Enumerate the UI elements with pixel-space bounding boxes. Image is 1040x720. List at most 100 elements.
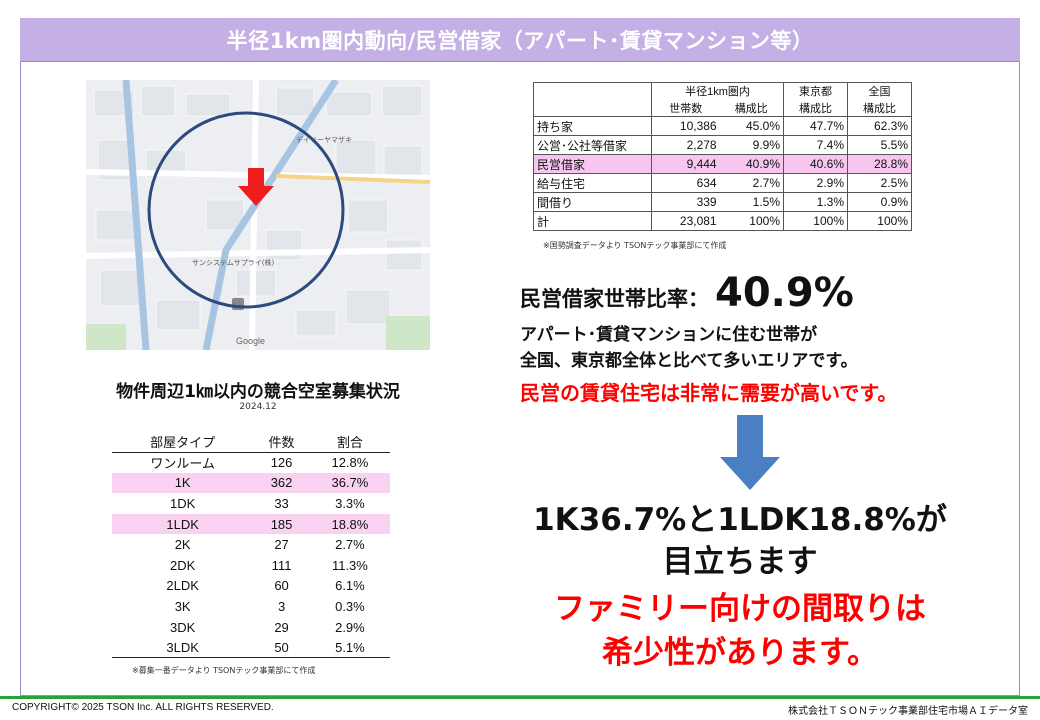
household-row-count: 10,386 <box>650 116 720 136</box>
competition-row-count: 3 <box>277 598 286 614</box>
household-row-share: 9.9% <box>719 135 784 155</box>
competition-row-type: 1LDK <box>112 513 254 535</box>
household-row-count: 9,444 <box>650 154 720 174</box>
map-graphic: サンシステムサプライ(株) デイリーヤマザキ Google <box>86 80 430 350</box>
conclusion-line-4: 希少性があります。 <box>602 635 878 671</box>
household-source-note: ※国勢調査データより TSONテック事業部にて作成 <box>543 241 727 250</box>
competition-row-count: 362 <box>253 472 310 494</box>
competition-row-count: 33 <box>274 495 289 511</box>
household-row-count: 23,081 <box>650 211 720 231</box>
competition-row: 2LDK 60 6.1% <box>112 576 390 597</box>
header-empty <box>533 82 652 100</box>
conclusion-line-2: 目立ちます <box>662 544 818 580</box>
competition-row-ratio: 6.1% <box>335 578 365 594</box>
household-row-tokyo: 100% <box>783 211 848 231</box>
competition-row-count: 126 <box>270 455 293 471</box>
competition-table: 部屋タイプ 件数 割合 ワンルーム 126 12.8% 1K 362 36.7% 1DK 33… <box>112 431 390 659</box>
household-row: 間借り 339 1.5% 1.3% 0.9% <box>533 192 912 212</box>
conclusion-line-1: 1K36.7%と1LDK18.8%が <box>533 502 947 538</box>
household-table: 半径1km圏内 東京都 全国 世帯数 構成比 構成比 構成比 持ち家 10,386… <box>533 82 912 231</box>
household-row-tokyo: 2.9% <box>783 173 848 193</box>
household-row-national: 2.5% <box>847 173 912 193</box>
competition-row: ワンルーム 126 12.8% <box>112 452 390 473</box>
summary-line-1: アパート･賃貸マンションに住む世帯が <box>520 325 818 345</box>
competition-row: 1K 362 36.7% <box>112 472 390 494</box>
header-tokyo: 東京都 <box>783 82 848 100</box>
competition-row-count: 29 <box>274 619 289 635</box>
slide-title: 半径1km圏内動向/民営借家（アパート･賃貸マンション等） <box>226 28 814 53</box>
household-row-tokyo: 1.3% <box>783 192 848 212</box>
competition-row-type: 2K <box>174 537 191 553</box>
competition-title: 物件周辺1㎞以内の競合空室募集状況 <box>116 382 400 402</box>
household-row-national: 28.8% <box>847 154 912 174</box>
household-row-share: 1.5% <box>719 192 784 212</box>
household-row: 民営借家 9,444 40.9% 40.6% 28.8% <box>533 154 912 174</box>
competition-row: 3K 3 0.3% <box>112 596 390 617</box>
competition-row-count: 185 <box>253 513 310 535</box>
subheader-share: 構成比 <box>719 99 784 117</box>
map-google-logo: Google <box>236 336 265 346</box>
ratio-value: 40.9% <box>715 270 854 316</box>
footer-divider <box>0 696 1040 699</box>
household-row-national: 5.5% <box>847 135 912 155</box>
map-label-company: サンシステムサプライ(株) <box>192 258 275 267</box>
ratio-label: 民営借家世帯比率： <box>520 287 709 311</box>
header-national: 全国 <box>847 82 912 100</box>
title-bar: 半径1km圏内動向/民営借家（アパート･賃貸マンション等） <box>20 18 1020 62</box>
competition-row-type: 3DK <box>170 619 196 635</box>
competition-row: 3DK 29 2.9% <box>112 617 390 638</box>
household-row-tokyo: 47.7% <box>783 116 848 136</box>
competition-row-ratio: 3.3% <box>335 495 365 511</box>
competition-row-count: 50 <box>253 637 310 659</box>
area-map: サンシステムサプライ(株) デイリーヤマザキ Google <box>86 80 430 350</box>
competition-row-count: 111 <box>271 557 292 573</box>
competition-row-ratio: 0.3% <box>335 598 365 614</box>
down-arrow-icon <box>720 415 780 490</box>
map-label-store: デイリーヤマザキ <box>296 135 352 144</box>
competition-row-count: 60 <box>274 578 289 594</box>
household-row-label: 間借り <box>533 192 652 212</box>
household-row-tokyo: 40.6% <box>783 154 848 174</box>
competition-row-ratio: 18.8% <box>309 513 390 535</box>
household-row-label: 持ち家 <box>533 116 652 136</box>
competition-row-ratio: 11.3% <box>331 557 368 573</box>
competition-row-type: 2LDK <box>166 578 199 594</box>
household-row: 給与住宅 634 2.7% 2.9% 2.5% <box>533 173 912 193</box>
household-row-share: 45.0% <box>719 116 784 136</box>
competition-row-ratio: 2.7% <box>335 537 365 553</box>
header-ratio: 割合 <box>309 431 390 453</box>
footer-copyright: COPYRIGHT© 2025 TSON Inc. ALL RIGHTS RES… <box>12 702 274 713</box>
summary-line-3: 民営の賃貸住宅は非常に需要が高いです。 <box>520 381 898 405</box>
household-row: 持ち家 10,386 45.0% 47.7% 62.3% <box>533 116 912 136</box>
competition-row: 2DK 111 11.3% <box>112 555 390 576</box>
competition-date: 2024.12 <box>239 402 277 412</box>
household-row-share: 2.7% <box>719 173 784 193</box>
competition-row-count: 27 <box>274 537 289 553</box>
household-row-national: 0.9% <box>847 192 912 212</box>
competition-row: 2K 27 2.7% <box>112 534 390 555</box>
competition-row: 1DK 33 3.3% <box>112 493 390 514</box>
household-row: 公営･公社等借家 2,278 9.9% 7.4% 5.5% <box>533 135 912 155</box>
household-subheader-row: 世帯数 構成比 構成比 構成比 <box>533 99 912 117</box>
summary-line-2: 全国、東京都全体と比べて多いエリアです。 <box>520 351 858 371</box>
ratio-line: 民営借家世帯比率： 40.9% <box>520 270 854 316</box>
header-room-type: 部屋タイプ <box>112 431 254 453</box>
household-row-tokyo: 7.4% <box>783 135 848 155</box>
household-row-count: 634 <box>650 173 720 193</box>
header-radius: 半径1km圏内 <box>651 82 784 100</box>
subheader-empty <box>533 99 652 117</box>
competition-row-type: 3K <box>174 598 191 614</box>
subheader-national-share: 構成比 <box>847 99 912 117</box>
subheader-tokyo-share: 構成比 <box>783 99 848 117</box>
competition-row-ratio: 2.9% <box>335 619 365 635</box>
competition-row-type: 1DK <box>170 495 196 511</box>
household-row-label: 公営･公社等借家 <box>533 135 652 155</box>
competition-row-type: 3LDK <box>112 637 254 659</box>
competition-source-note: ※募集一番データより TSONテック事業部にて作成 <box>132 666 316 675</box>
household-row-count: 2,278 <box>650 135 720 155</box>
household-row-share: 100% <box>719 211 784 231</box>
competition-row-type: 1K <box>112 472 254 494</box>
household-row-share: 40.9% <box>719 154 784 174</box>
subheader-count: 世帯数 <box>650 99 720 117</box>
footer-department: 株式会社ＴＳＯＮテック事業部住宅市場ＡＩデータ室 <box>788 706 1028 717</box>
